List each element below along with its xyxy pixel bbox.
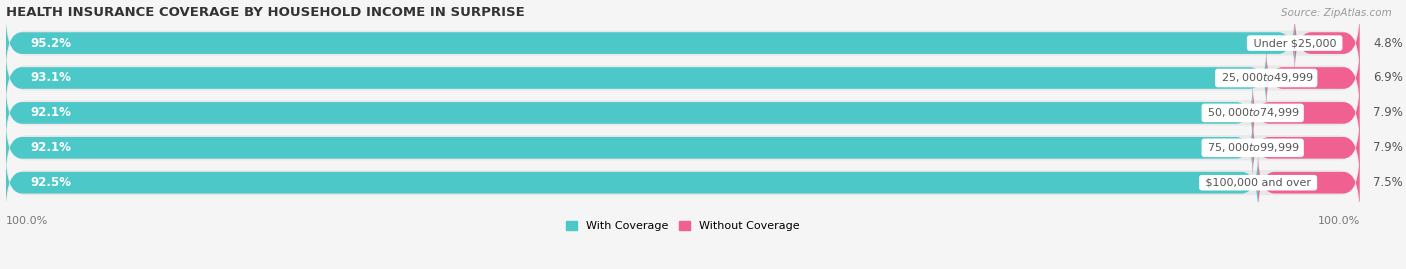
- FancyBboxPatch shape: [6, 47, 1267, 109]
- Text: 4.8%: 4.8%: [1374, 37, 1403, 49]
- FancyBboxPatch shape: [6, 73, 1360, 153]
- Text: $50,000 to $74,999: $50,000 to $74,999: [1205, 107, 1301, 119]
- FancyBboxPatch shape: [6, 143, 1360, 222]
- FancyBboxPatch shape: [6, 117, 1253, 179]
- FancyBboxPatch shape: [1253, 117, 1360, 179]
- Text: 92.1%: 92.1%: [30, 107, 70, 119]
- Text: 6.9%: 6.9%: [1374, 72, 1403, 84]
- Text: 7.5%: 7.5%: [1374, 176, 1403, 189]
- Text: $100,000 and over: $100,000 and over: [1202, 178, 1315, 188]
- Text: 92.5%: 92.5%: [30, 176, 70, 189]
- Text: 7.9%: 7.9%: [1374, 107, 1403, 119]
- Text: 100.0%: 100.0%: [6, 216, 48, 226]
- Text: 93.1%: 93.1%: [30, 72, 70, 84]
- FancyBboxPatch shape: [6, 82, 1253, 144]
- FancyBboxPatch shape: [1267, 47, 1360, 109]
- Text: $25,000 to $49,999: $25,000 to $49,999: [1218, 72, 1315, 84]
- FancyBboxPatch shape: [6, 38, 1360, 118]
- FancyBboxPatch shape: [6, 152, 1258, 214]
- Text: 92.1%: 92.1%: [30, 141, 70, 154]
- Text: 7.9%: 7.9%: [1374, 141, 1403, 154]
- FancyBboxPatch shape: [6, 12, 1295, 74]
- Legend: With Coverage, Without Coverage: With Coverage, Without Coverage: [561, 216, 804, 236]
- FancyBboxPatch shape: [6, 3, 1360, 83]
- Text: $75,000 to $99,999: $75,000 to $99,999: [1205, 141, 1301, 154]
- Text: 95.2%: 95.2%: [30, 37, 70, 49]
- FancyBboxPatch shape: [6, 108, 1360, 187]
- Text: HEALTH INSURANCE COVERAGE BY HOUSEHOLD INCOME IN SURPRISE: HEALTH INSURANCE COVERAGE BY HOUSEHOLD I…: [6, 6, 524, 19]
- Text: 100.0%: 100.0%: [1317, 216, 1360, 226]
- Text: Source: ZipAtlas.com: Source: ZipAtlas.com: [1281, 8, 1392, 18]
- FancyBboxPatch shape: [1253, 82, 1360, 144]
- FancyBboxPatch shape: [1295, 12, 1360, 74]
- FancyBboxPatch shape: [1258, 152, 1360, 214]
- Text: Under $25,000: Under $25,000: [1250, 38, 1340, 48]
